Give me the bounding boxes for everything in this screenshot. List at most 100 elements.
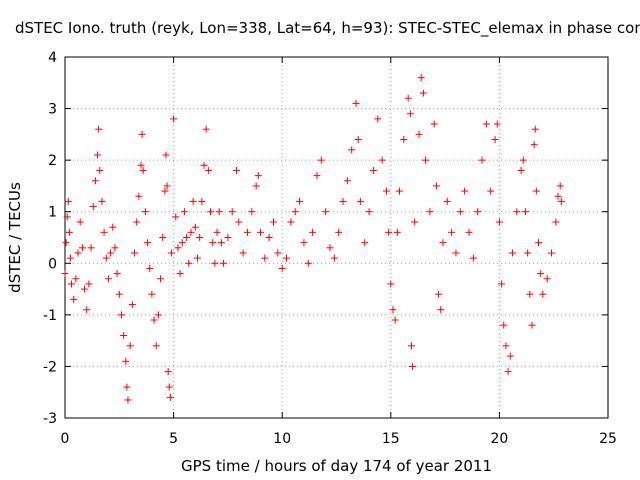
data-point	[270, 218, 278, 226]
y-tick-label: 1	[48, 205, 57, 221]
data-point	[437, 306, 445, 314]
data-point	[369, 166, 377, 174]
data-point	[389, 306, 397, 314]
data-point	[167, 249, 175, 257]
data-point	[191, 223, 199, 231]
data-point	[283, 254, 291, 262]
grid-lines	[65, 57, 608, 418]
data-point	[406, 110, 414, 118]
data-point	[443, 197, 451, 205]
y-tick-label: -3	[43, 411, 57, 427]
data-point	[95, 125, 103, 133]
data-point	[539, 290, 547, 298]
data-point	[124, 396, 132, 404]
y-tick-label: 4	[48, 50, 57, 66]
data-point	[141, 208, 149, 216]
data-point	[252, 182, 260, 190]
data-point	[304, 259, 312, 267]
data-point	[187, 228, 195, 236]
data-point	[196, 234, 204, 241]
x-tick-label: 15	[382, 431, 400, 447]
data-point	[87, 244, 95, 252]
data-point	[487, 187, 495, 195]
data-point	[387, 280, 395, 288]
data-point	[172, 213, 180, 221]
data-point	[113, 270, 121, 278]
y-tick-label: 3	[48, 102, 57, 118]
y-axis-label: dSTEC / TECUs	[6, 182, 24, 293]
chart-title: dSTEC Iono. truth (reyk, Lon=338, Lat=64…	[15, 19, 640, 38]
data-point	[111, 244, 119, 252]
data-point	[185, 259, 193, 267]
y-tick-label: -2	[43, 359, 57, 375]
data-point	[174, 244, 182, 252]
data-point	[243, 228, 251, 236]
data-point	[309, 228, 317, 236]
data-point	[220, 259, 228, 267]
data-point	[98, 197, 106, 205]
axis-ticks	[64, 56, 609, 419]
data-points	[61, 74, 565, 404]
data-point	[66, 254, 74, 262]
data-point	[537, 270, 545, 278]
y-tick-label: -1	[43, 308, 57, 324]
data-point	[326, 244, 334, 252]
data-point	[165, 383, 173, 391]
data-point	[154, 311, 162, 319]
data-point	[385, 228, 393, 236]
data-point	[65, 228, 73, 236]
data-point	[78, 244, 86, 252]
data-point	[100, 228, 108, 236]
data-point	[102, 254, 110, 262]
data-point	[498, 280, 506, 288]
data-point	[68, 280, 76, 288]
data-point	[548, 249, 556, 257]
x-tick-label: 25	[599, 431, 617, 447]
data-point	[356, 197, 364, 205]
data-point	[109, 223, 117, 231]
data-point	[461, 187, 469, 195]
data-point	[482, 120, 490, 128]
data-point	[430, 120, 438, 128]
data-point	[64, 197, 72, 205]
data-point	[317, 156, 325, 164]
data-point	[202, 125, 210, 133]
data-point	[393, 228, 401, 236]
data-point	[61, 270, 69, 278]
data-point	[426, 208, 434, 216]
x-tick-label: 5	[169, 431, 178, 447]
y-tick-label: 2	[48, 153, 57, 169]
data-point	[528, 321, 536, 329]
data-point	[128, 301, 136, 309]
data-point	[91, 177, 99, 185]
data-point	[274, 249, 282, 257]
data-point	[374, 115, 382, 123]
data-point	[178, 239, 186, 247]
data-point	[157, 275, 165, 283]
data-point	[526, 290, 534, 298]
plot-frame	[64, 56, 609, 419]
data-point	[543, 275, 551, 283]
x-axis-label: GPS time / hours of day 174 of year 2011	[181, 457, 492, 475]
data-point	[409, 362, 417, 370]
data-point	[193, 254, 201, 262]
data-point	[354, 136, 362, 144]
data-point	[248, 208, 256, 216]
data-point	[72, 275, 80, 283]
data-point	[378, 156, 386, 164]
data-point	[508, 249, 516, 257]
data-point	[291, 208, 299, 216]
data-point	[215, 208, 223, 216]
data-point	[448, 228, 456, 236]
data-point	[211, 259, 219, 267]
y-tick-label: 0	[48, 256, 57, 272]
data-point	[278, 264, 286, 272]
data-point	[146, 264, 154, 272]
data-point	[204, 166, 212, 174]
data-point	[265, 234, 273, 241]
data-point	[502, 342, 510, 350]
data-point	[254, 172, 262, 180]
data-point	[506, 352, 514, 360]
data-point	[235, 218, 243, 226]
data-point	[554, 192, 562, 200]
